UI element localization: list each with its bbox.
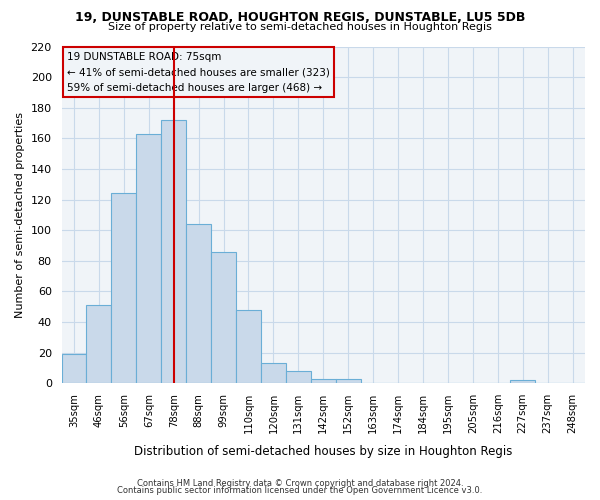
- Text: Contains public sector information licensed under the Open Government Licence v3: Contains public sector information licen…: [118, 486, 482, 495]
- Bar: [336, 378, 361, 384]
- Y-axis label: Number of semi-detached properties: Number of semi-detached properties: [15, 112, 25, 318]
- Text: Size of property relative to semi-detached houses in Houghton Regis: Size of property relative to semi-detach…: [108, 22, 492, 32]
- Bar: [186, 224, 211, 384]
- Bar: [236, 310, 261, 384]
- Bar: [286, 371, 311, 384]
- Bar: [62, 354, 86, 384]
- Bar: [211, 252, 236, 384]
- Bar: [86, 305, 112, 384]
- Bar: [261, 364, 286, 384]
- Text: Contains HM Land Registry data © Crown copyright and database right 2024.: Contains HM Land Registry data © Crown c…: [137, 478, 463, 488]
- X-axis label: Distribution of semi-detached houses by size in Houghton Regis: Distribution of semi-detached houses by …: [134, 444, 512, 458]
- Text: 19 DUNSTABLE ROAD: 75sqm
← 41% of semi-detached houses are smaller (323)
59% of : 19 DUNSTABLE ROAD: 75sqm ← 41% of semi-d…: [67, 52, 329, 93]
- Bar: [112, 194, 136, 384]
- Bar: [510, 380, 535, 384]
- Text: 19, DUNSTABLE ROAD, HOUGHTON REGIS, DUNSTABLE, LU5 5DB: 19, DUNSTABLE ROAD, HOUGHTON REGIS, DUNS…: [75, 11, 525, 24]
- Bar: [136, 134, 161, 384]
- Bar: [161, 120, 186, 384]
- Bar: [311, 378, 336, 384]
